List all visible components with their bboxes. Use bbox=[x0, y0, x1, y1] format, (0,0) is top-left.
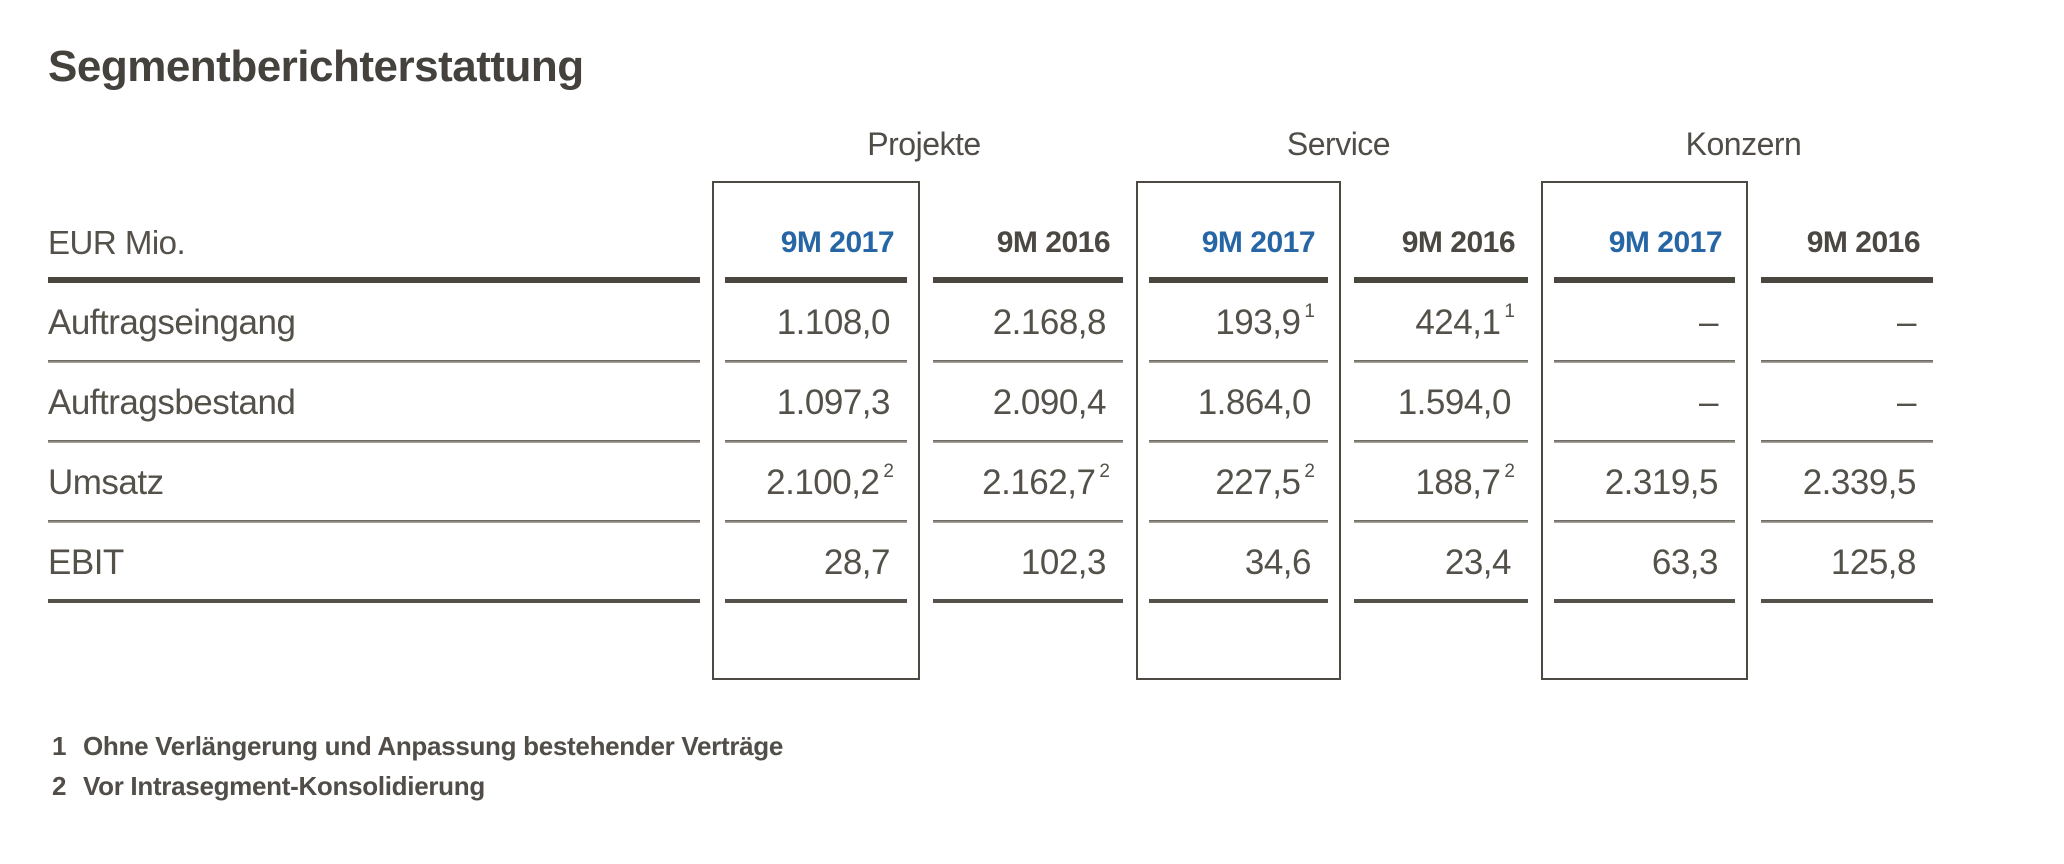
col-header-konzern-9m2016: 9M 2016 bbox=[1748, 203, 1946, 283]
row-label-auftragseingang: Auftragseingang bbox=[48, 283, 700, 363]
value-cell: 63,3 bbox=[1541, 523, 1748, 603]
value-cell: 2.319,5 bbox=[1541, 443, 1748, 523]
value-cell: 28,7 bbox=[712, 523, 920, 603]
value-cell: 2.168,8 bbox=[920, 283, 1136, 363]
value-cell: 2.090,4 bbox=[920, 363, 1136, 443]
value-cell: 102,3 bbox=[920, 523, 1136, 603]
spacer bbox=[700, 363, 712, 443]
value-cell: 23,4 bbox=[1341, 523, 1541, 603]
value-cell: 2.162,7 2 bbox=[920, 443, 1136, 523]
col-header-service-9m2016: 9M 2016 bbox=[1341, 203, 1541, 283]
footnote-1: 1 Ohne Verlängerung und Anpassung besteh… bbox=[52, 726, 783, 766]
spacer bbox=[700, 443, 712, 523]
footnote-1-text: Ohne Verlängerung und Anpassung bestehen… bbox=[83, 731, 784, 761]
value-cell: 2.100,2 2 bbox=[712, 443, 920, 523]
segment-table: Projekte Service Konzern EUR Mio. 9M 201… bbox=[48, 127, 1946, 603]
spacer bbox=[700, 523, 712, 603]
value-cell: 1.864,0 bbox=[1136, 363, 1341, 443]
value-cell: 125,8 bbox=[1748, 523, 1946, 603]
col-header-projekte-9m2016: 9M 2016 bbox=[920, 203, 1136, 283]
group-header-konzern: Konzern bbox=[1685, 126, 1802, 162]
value-cell: 34,6 bbox=[1136, 523, 1341, 603]
spacer bbox=[700, 127, 712, 203]
footnote-1-number: 1 bbox=[52, 731, 67, 761]
value-cell: 193,9 1 bbox=[1136, 283, 1341, 363]
unit-label: EUR Mio. bbox=[48, 203, 700, 283]
value-cell: 188,7 2 bbox=[1341, 443, 1541, 523]
footnote-2: 2 Vor Intrasegment-Konsolidierung bbox=[52, 766, 783, 806]
page-title: Segmentberichterstattung bbox=[48, 42, 584, 91]
group-header-service: Service bbox=[1286, 126, 1391, 162]
col-header-service-9m2017: 9M 2017 bbox=[1136, 203, 1341, 283]
spacer bbox=[700, 283, 712, 363]
highlight-box-projekte-9m2017 bbox=[712, 181, 920, 680]
value-cell: – bbox=[1748, 283, 1946, 363]
highlight-box-service-9m2017 bbox=[1136, 181, 1341, 680]
value-cell: – bbox=[1541, 283, 1748, 363]
value-cell: – bbox=[1541, 363, 1748, 443]
group-header-projekte: Projekte bbox=[867, 126, 981, 162]
highlight-box-konzern-9m2017 bbox=[1541, 181, 1748, 680]
value-cell: 1.594,0 bbox=[1341, 363, 1541, 443]
row-label-umsatz: Umsatz bbox=[48, 443, 700, 523]
value-cell: 1.097,3 bbox=[712, 363, 920, 443]
value-cell: 1.108,0 bbox=[712, 283, 920, 363]
row-label-auftragsbestand: Auftragsbestand bbox=[48, 363, 700, 443]
value-cell: 2.339,5 bbox=[1748, 443, 1946, 523]
value-cell: 424,1 1 bbox=[1341, 283, 1541, 363]
spacer bbox=[700, 203, 712, 283]
col-header-konzern-9m2017: 9M 2017 bbox=[1541, 203, 1748, 283]
col-header-projekte-9m2017: 9M 2017 bbox=[712, 203, 920, 283]
footnotes: 1 Ohne Verlängerung und Anpassung besteh… bbox=[52, 726, 783, 806]
footnote-2-text: Vor Intrasegment-Konsolidierung bbox=[83, 771, 485, 801]
row-label-ebit: EBIT bbox=[48, 523, 700, 603]
group-row-spacer bbox=[48, 127, 700, 203]
value-cell: – bbox=[1748, 363, 1946, 443]
value-cell: 227,5 2 bbox=[1136, 443, 1341, 523]
footnote-2-number: 2 bbox=[52, 771, 67, 801]
